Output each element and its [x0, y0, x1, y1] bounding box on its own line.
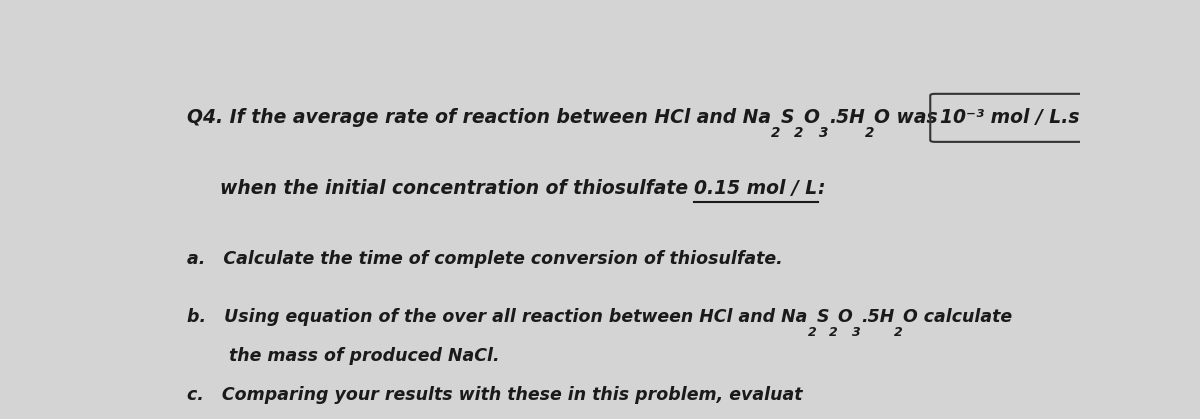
Text: O: O — [804, 109, 820, 127]
Text: .5H: .5H — [829, 109, 865, 127]
Text: .5H: .5H — [862, 308, 894, 326]
Text: 3: 3 — [820, 126, 829, 140]
Text: the mass of produced NaCl.: the mass of produced NaCl. — [187, 347, 500, 365]
Text: b.   Using equation of the over all reaction between HCl and Na: b. Using equation of the over all reacti… — [187, 308, 808, 326]
Text: 2: 2 — [808, 326, 816, 339]
Text: c.   Comparing your results with these in this problem, evaluat: c. Comparing your results with these in … — [187, 386, 803, 404]
Text: 2: 2 — [894, 326, 904, 339]
Text: O was: O was — [874, 109, 937, 127]
Text: 2: 2 — [772, 126, 780, 140]
Text: S: S — [780, 109, 794, 127]
Text: S: S — [816, 308, 829, 326]
Text: O: O — [838, 308, 852, 326]
Text: 2: 2 — [829, 326, 838, 339]
Text: 2: 2 — [865, 126, 874, 140]
Text: O calculate: O calculate — [904, 308, 1013, 326]
Text: a.   Calculate the time of complete conversion of thiosulfate.: a. Calculate the time of complete conver… — [187, 250, 782, 268]
Text: 3: 3 — [852, 326, 862, 339]
Text: 2: 2 — [794, 126, 804, 140]
Text: 10⁻³ mol / L.s: 10⁻³ mol / L.s — [941, 109, 1080, 127]
Text: when the initial concentration of thiosulfate: when the initial concentration of thiosu… — [220, 179, 695, 198]
Text: 0.15 mol / L: 0.15 mol / L — [695, 179, 817, 198]
Text: Q4. If the average rate of reaction between HCl and Na: Q4. If the average rate of reaction betw… — [187, 109, 772, 127]
Text: :: : — [817, 179, 826, 198]
